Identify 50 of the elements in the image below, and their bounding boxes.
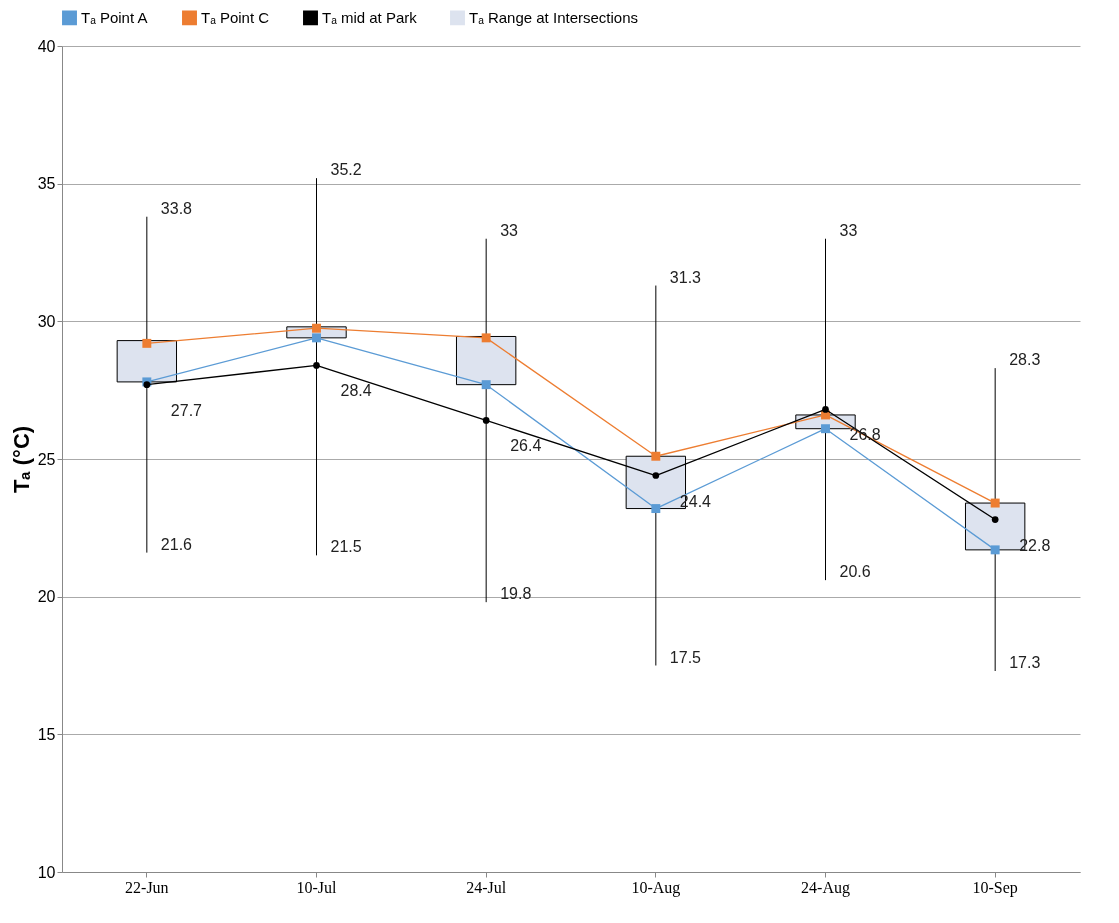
legend-label: Tₐ Point C <box>201 8 270 26</box>
x-tick-label: 10-Jul <box>296 878 338 896</box>
annotation: 20.6 <box>839 563 871 581</box>
annotation: 33 <box>500 221 519 239</box>
annotation: 21.6 <box>160 535 193 553</box>
legend-label: Tₐ mid at Park <box>322 8 418 26</box>
y-tick-label: 25 <box>37 450 56 468</box>
y-tick-label: 35 <box>37 175 56 193</box>
point <box>481 380 491 390</box>
annotation: 19.8 <box>500 585 532 603</box>
y-tick-label: 15 <box>37 725 56 743</box>
legend-label: Tₐ Range at Intersections <box>469 8 638 26</box>
annotation: 31.3 <box>669 268 702 286</box>
y-tick-label: 20 <box>37 588 56 606</box>
y-axis-title: Tₐ (°C) <box>8 425 34 494</box>
x-tick-label: 22-Jun <box>125 878 169 896</box>
x-tick-label: 24-Jul <box>466 878 507 896</box>
x-tick-label: 24-Aug <box>801 878 850 897</box>
point <box>482 417 490 424</box>
y-tick-label: 10 <box>37 863 56 881</box>
annotation: 17.5 <box>669 648 702 666</box>
x-tick-label: 10-Aug <box>631 878 681 897</box>
point <box>312 323 321 333</box>
annotation: 33.8 <box>160 199 193 217</box>
point <box>822 406 829 413</box>
annotation: 21.5 <box>330 538 362 556</box>
data-label: 26.4 <box>510 437 542 455</box>
annotation: 33 <box>839 221 858 239</box>
point <box>313 362 320 369</box>
y-tick-label: 30 <box>37 312 56 330</box>
annotation: 17.3 <box>1009 654 1041 672</box>
annotation: 28.3 <box>1009 351 1041 369</box>
point <box>821 424 830 434</box>
point <box>312 333 321 343</box>
point <box>142 338 152 348</box>
y-tick-label: 40 <box>37 37 56 55</box>
point <box>651 504 661 514</box>
point <box>143 381 151 389</box>
point <box>991 516 999 523</box>
point <box>990 545 1000 555</box>
point <box>481 333 491 343</box>
data-label: 27.7 <box>170 401 203 419</box>
x-tick-label: 10-Sep <box>972 878 1018 897</box>
point <box>651 451 661 461</box>
bar <box>455 335 517 386</box>
legend-label: Tₐ Point A <box>81 8 148 26</box>
annotation: 35.2 <box>330 161 362 179</box>
data-label: 28.4 <box>340 382 372 400</box>
point <box>652 472 660 479</box>
point <box>990 498 1000 508</box>
